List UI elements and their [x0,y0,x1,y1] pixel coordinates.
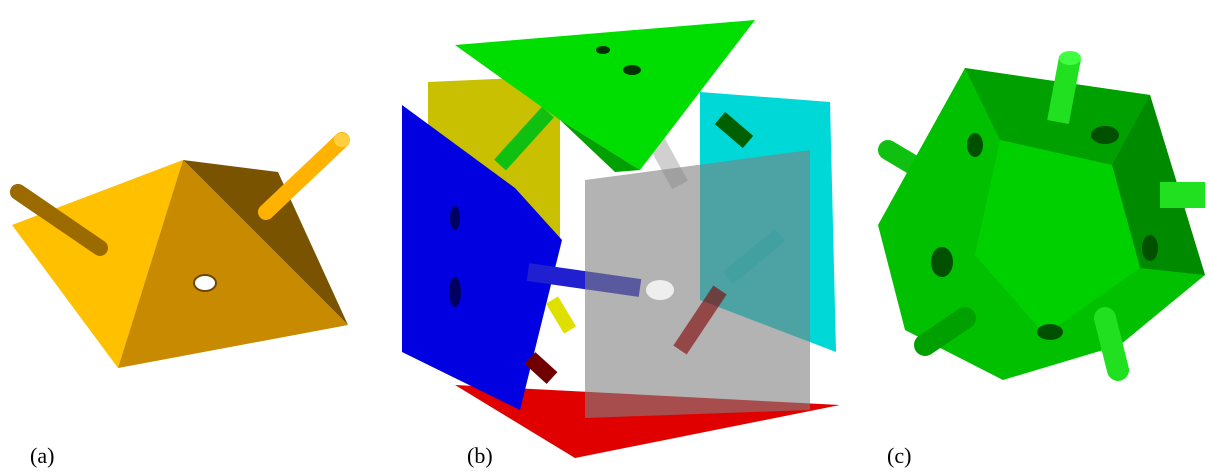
panel-a-render [10,132,350,368]
panel-label: (b) [467,443,493,468]
panel-label: (c) [887,443,911,468]
panel-b-render [402,20,840,458]
panel-label: (a) [30,443,54,468]
panel-c-render [878,51,1205,381]
